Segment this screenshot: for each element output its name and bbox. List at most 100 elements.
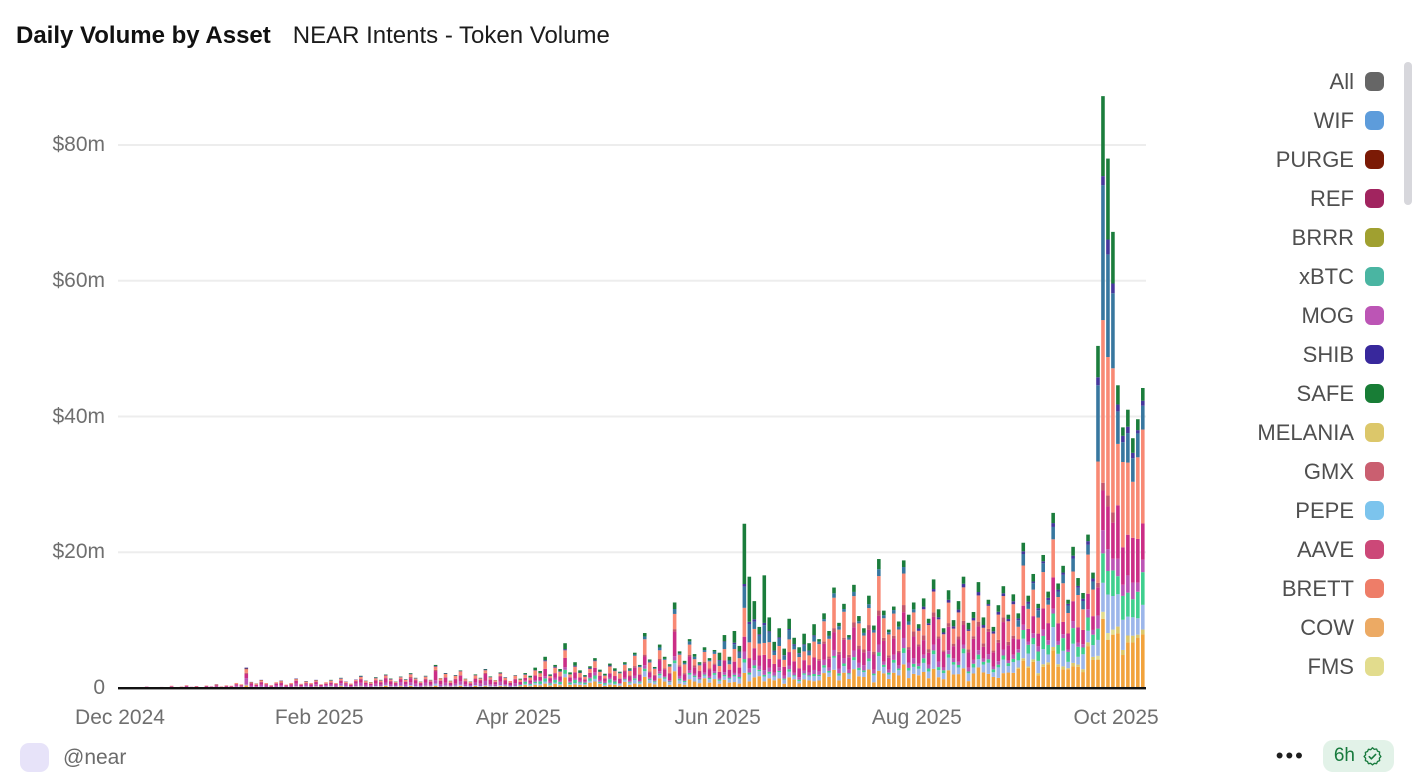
bar[interactable] [662, 656, 667, 688]
bar[interactable] [244, 667, 249, 688]
bar[interactable] [976, 582, 981, 688]
bar[interactable] [1126, 409, 1130, 688]
bar[interactable] [1131, 438, 1135, 688]
legend-item-brett[interactable]: BRETT [1257, 569, 1384, 608]
bar[interactable] [906, 614, 911, 688]
bar[interactable] [707, 658, 712, 688]
bar[interactable] [1141, 387, 1145, 688]
bar[interactable] [926, 618, 931, 688]
bar[interactable] [986, 599, 991, 688]
bar[interactable] [692, 654, 697, 688]
bar[interactable] [966, 622, 971, 688]
bar[interactable] [847, 635, 851, 688]
bar[interactable] [951, 620, 956, 688]
bar[interactable] [1111, 231, 1115, 688]
bar[interactable] [842, 603, 846, 688]
bar[interactable] [1011, 594, 1016, 688]
bar[interactable] [762, 575, 767, 688]
bar[interactable] [593, 658, 597, 688]
legend-item-purge[interactable]: PURGE [1257, 140, 1384, 179]
bar[interactable] [941, 628, 946, 688]
bar[interactable] [623, 662, 627, 688]
bar[interactable] [956, 601, 961, 688]
bar[interactable] [931, 579, 936, 688]
bar[interactable] [1041, 554, 1045, 688]
bar[interactable] [428, 679, 433, 688]
bar[interactable] [1121, 427, 1125, 688]
legend-item-gmx[interactable]: GMX [1257, 452, 1384, 491]
bar[interactable] [443, 673, 448, 688]
bar[interactable] [882, 610, 886, 688]
bar[interactable] [1046, 591, 1050, 688]
bar[interactable] [1101, 96, 1105, 688]
bar[interactable] [891, 606, 896, 688]
bar[interactable] [961, 576, 966, 688]
bar[interactable] [1076, 578, 1080, 688]
bar[interactable] [797, 647, 801, 688]
bar[interactable] [832, 587, 836, 688]
overflow-menu-button[interactable]: ••• [1275, 743, 1305, 768]
bar[interactable] [588, 666, 592, 688]
bar[interactable] [867, 595, 871, 688]
bar[interactable] [752, 601, 757, 688]
bar[interactable] [971, 611, 976, 688]
bar[interactable] [697, 662, 702, 688]
freshness-badge[interactable]: 6h [1322, 740, 1394, 772]
bar[interactable] [523, 673, 528, 688]
bar[interactable] [722, 635, 727, 688]
legend-item-fms[interactable]: FMS [1257, 647, 1384, 686]
legend-item-wif[interactable]: WIF [1257, 101, 1384, 140]
bar[interactable] [877, 559, 881, 688]
bar[interactable] [603, 673, 607, 688]
bar[interactable] [657, 644, 662, 688]
bar[interactable] [433, 664, 438, 688]
bar[interactable] [578, 670, 582, 688]
bar[interactable] [423, 675, 428, 688]
bar[interactable] [732, 630, 737, 688]
bar[interactable] [528, 675, 532, 688]
bar[interactable] [672, 602, 677, 688]
bar[interactable] [687, 639, 692, 688]
bar[interactable] [1031, 573, 1036, 688]
bar[interactable] [887, 629, 891, 688]
bar[interactable] [568, 672, 572, 688]
bar[interactable] [647, 659, 652, 688]
bar[interactable] [981, 617, 986, 688]
bar[interactable] [438, 678, 443, 688]
legend-item-safe[interactable]: SAFE [1257, 374, 1384, 413]
bar[interactable] [1116, 385, 1120, 688]
bar[interactable] [488, 676, 493, 688]
bar[interactable] [852, 584, 856, 688]
bar[interactable] [742, 523, 747, 688]
bar[interactable] [473, 674, 478, 688]
bar[interactable] [413, 677, 418, 688]
bar[interactable] [493, 680, 498, 688]
bar[interactable] [1016, 613, 1021, 688]
bar[interactable] [1091, 572, 1095, 688]
legend-item-aave[interactable]: AAVE [1257, 530, 1384, 569]
bar[interactable] [1021, 542, 1026, 688]
bar[interactable] [553, 664, 557, 688]
bar[interactable] [453, 675, 458, 688]
bar[interactable] [608, 663, 612, 688]
bar[interactable] [503, 677, 508, 688]
bar[interactable] [991, 626, 996, 688]
bar[interactable] [378, 679, 383, 688]
bar[interactable] [767, 617, 772, 688]
bar[interactable] [946, 590, 951, 688]
bar[interactable] [652, 666, 657, 688]
bar[interactable] [398, 676, 403, 688]
legend-item-melania[interactable]: MELANIA [1257, 413, 1384, 452]
bar[interactable] [1061, 565, 1065, 688]
bar[interactable] [827, 630, 831, 688]
bar[interactable] [916, 624, 921, 688]
bar[interactable] [359, 675, 363, 688]
bar[interactable] [518, 678, 523, 688]
bar[interactable] [1056, 583, 1060, 688]
bar[interactable] [1066, 599, 1070, 688]
bar[interactable] [1086, 534, 1090, 688]
bar[interactable] [901, 560, 906, 688]
bar[interactable] [1036, 603, 1041, 688]
bar[interactable] [543, 656, 547, 688]
legend-item-mog[interactable]: MOG [1257, 296, 1384, 335]
